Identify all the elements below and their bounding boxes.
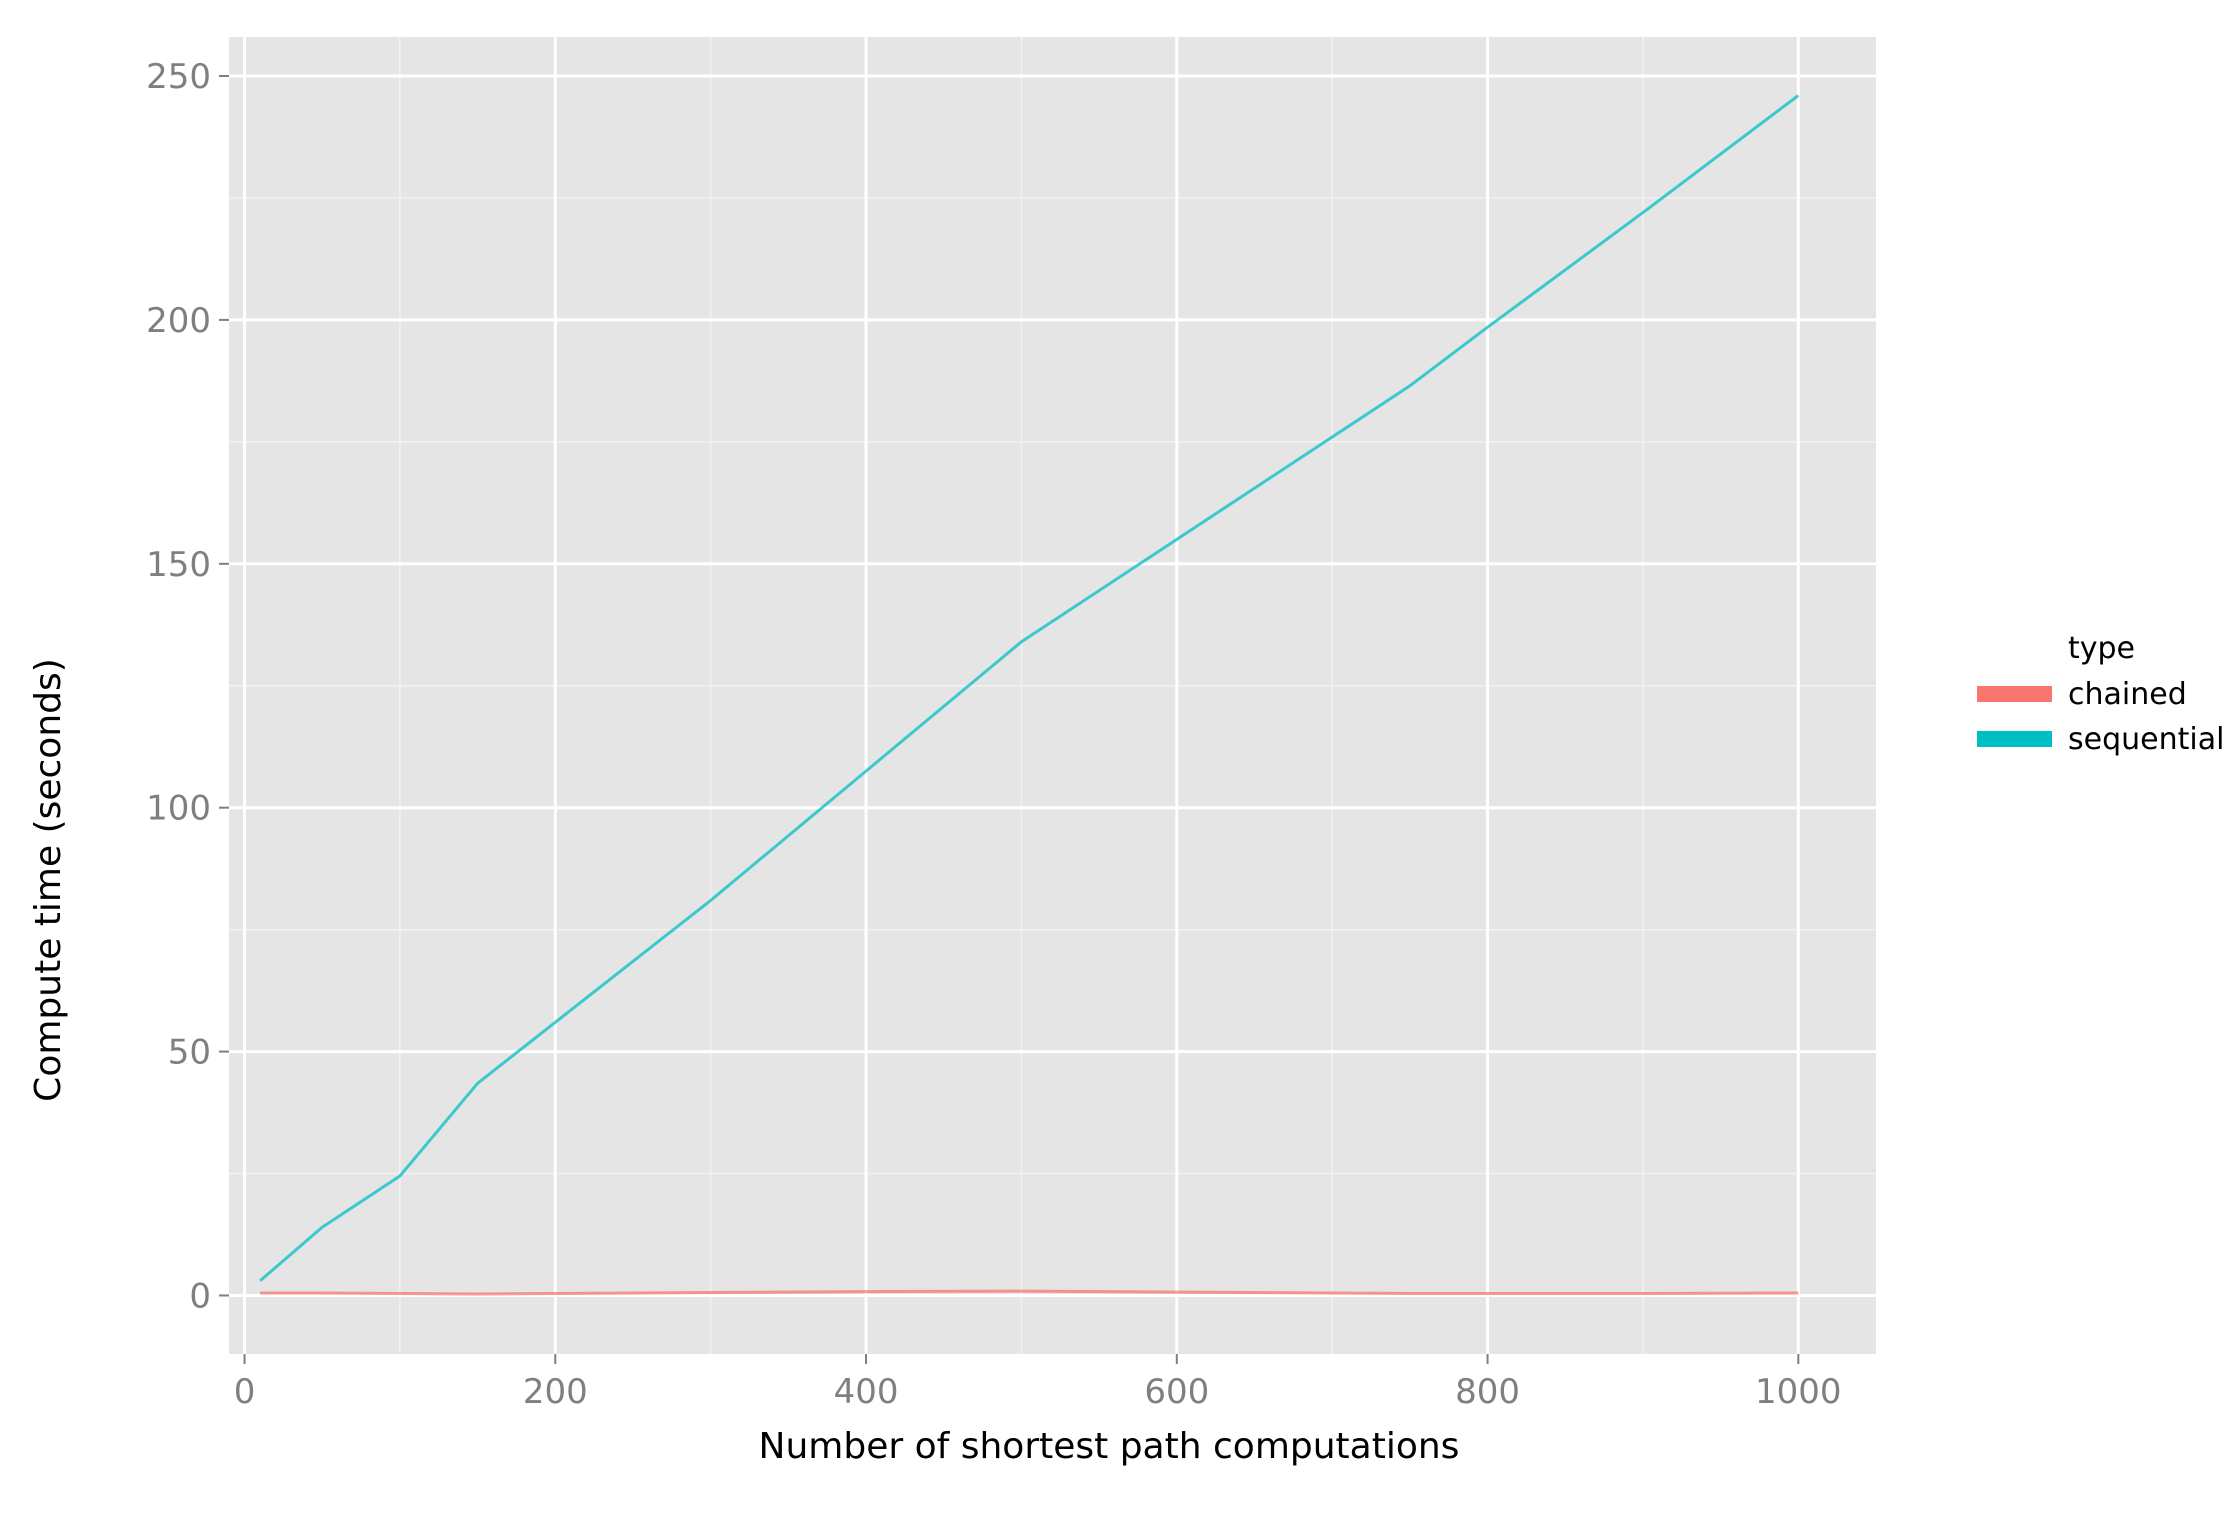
x-tick-label: 200 [523,1372,588,1412]
y-axis: 0 50 100 150 200 250 [146,57,229,1316]
series-line-chained [260,1289,1799,1296]
x-tick-label: 800 [1455,1372,1520,1412]
series-line-sequential [259,94,1800,1282]
x-axis-title: Number of shortest path computations [759,1426,1460,1467]
y-tick-label: 0 [189,1276,211,1316]
legend-label-sequential: sequential [2068,722,2224,757]
x-tick-label: 0 [234,1372,256,1412]
plot-panel [229,37,1876,1354]
legend: type chained sequential [1977,631,2224,757]
series-layer [259,94,1800,1296]
legend-swatch-sequential [1977,731,2052,747]
x-tick-label: 600 [1144,1372,1209,1412]
x-tick-label: 1000 [1755,1372,1842,1412]
y-axis-title: Compute time (seconds) [28,658,69,1102]
y-tick-label: 50 [168,1033,211,1073]
y-tick-label: 100 [146,789,211,829]
minor-grid [229,37,1876,1354]
y-tick-label: 150 [146,545,211,585]
y-tick-label: 200 [146,301,211,341]
y-tick-label: 250 [146,57,211,97]
x-axis: 0 200 400 600 800 1000 [234,1354,1842,1412]
legend-swatch-chained [1977,686,2052,702]
legend-label-chained: chained [2068,677,2187,712]
legend-title: type [2068,631,2135,666]
x-tick-label: 400 [834,1372,899,1412]
major-grid [229,37,1876,1354]
